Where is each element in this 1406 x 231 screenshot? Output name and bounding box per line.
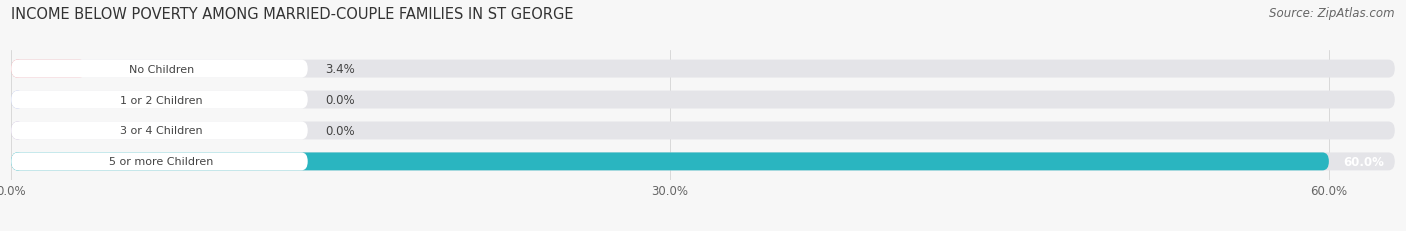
FancyBboxPatch shape: [11, 91, 308, 109]
Text: 60.0%: 60.0%: [1343, 155, 1384, 168]
Text: 3 or 4 Children: 3 or 4 Children: [120, 126, 202, 136]
FancyBboxPatch shape: [11, 60, 86, 78]
FancyBboxPatch shape: [11, 91, 24, 109]
Text: No Children: No Children: [129, 64, 194, 74]
Text: 1 or 2 Children: 1 or 2 Children: [120, 95, 202, 105]
Text: 0.0%: 0.0%: [325, 94, 354, 106]
Text: INCOME BELOW POVERTY AMONG MARRIED-COUPLE FAMILIES IN ST GEORGE: INCOME BELOW POVERTY AMONG MARRIED-COUPL…: [11, 7, 574, 22]
Text: 3.4%: 3.4%: [325, 63, 356, 76]
FancyBboxPatch shape: [11, 122, 308, 140]
Text: 0.0%: 0.0%: [325, 125, 354, 137]
FancyBboxPatch shape: [11, 153, 308, 171]
FancyBboxPatch shape: [11, 122, 24, 140]
FancyBboxPatch shape: [11, 153, 24, 171]
FancyBboxPatch shape: [11, 153, 1329, 171]
FancyBboxPatch shape: [11, 60, 308, 78]
FancyBboxPatch shape: [11, 60, 1395, 78]
FancyBboxPatch shape: [11, 91, 1395, 109]
FancyBboxPatch shape: [11, 122, 1395, 140]
Text: 5 or more Children: 5 or more Children: [110, 157, 214, 167]
FancyBboxPatch shape: [11, 153, 1395, 171]
Text: Source: ZipAtlas.com: Source: ZipAtlas.com: [1270, 7, 1395, 20]
FancyBboxPatch shape: [11, 60, 24, 78]
